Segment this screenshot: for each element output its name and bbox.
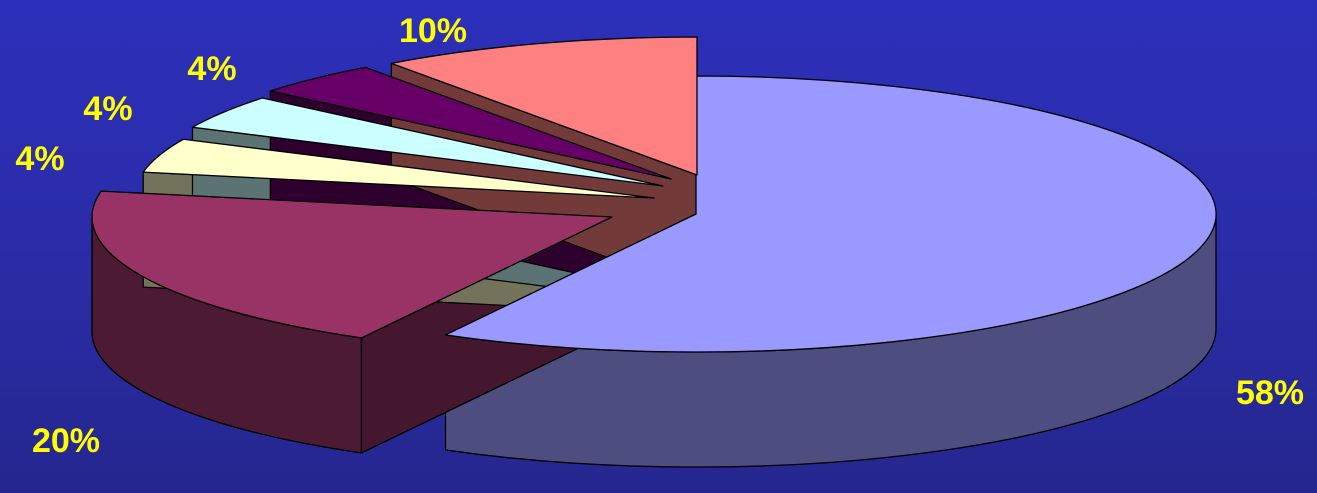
pie-data-label-1: 20% bbox=[32, 422, 100, 460]
pie-data-labels: 58% 20% 4% 4% 4% 10% bbox=[15, 12, 1304, 460]
pie-slice-5 bbox=[390, 36, 698, 176]
pie-data-label-2: 4% bbox=[15, 140, 64, 178]
pie-data-label-5: 10% bbox=[399, 12, 467, 50]
pie-slice-0 bbox=[444, 75, 1217, 353]
pie-slice-2 bbox=[142, 138, 655, 199]
pie-data-label-4: 4% bbox=[187, 50, 236, 88]
pie-slice-1 bbox=[91, 190, 613, 339]
pie-data-label-3: 4% bbox=[83, 90, 132, 128]
pie-top-faces bbox=[91, 36, 1217, 353]
pie-slice-4 bbox=[269, 66, 672, 180]
pie-slice-3 bbox=[191, 97, 664, 187]
pie-data-label-0: 58% bbox=[1236, 374, 1304, 412]
